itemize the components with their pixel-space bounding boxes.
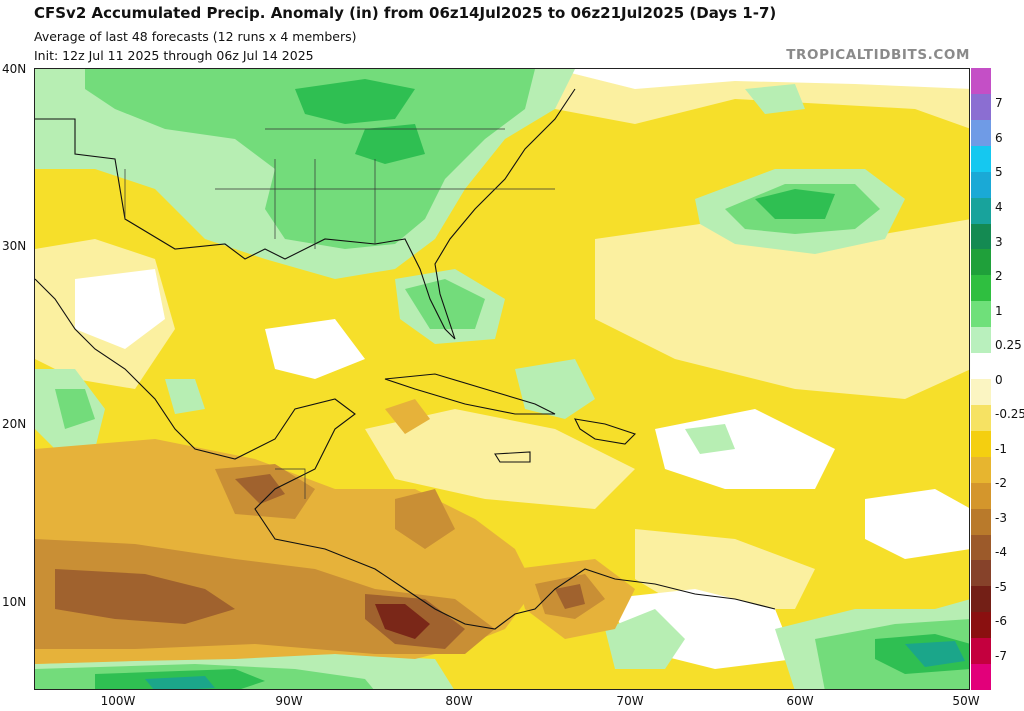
- lon-label-100w: 100W: [100, 694, 136, 708]
- colorbar-label: 4: [995, 200, 1003, 214]
- anomaly-extreme-dry: [375, 604, 430, 639]
- colorbar: [971, 68, 991, 691]
- map-title: CFSv2 Accumulated Precip. Anomaly (in) f…: [34, 4, 777, 22]
- colorbar-segment: [971, 145, 991, 173]
- colorbar-label: -1: [995, 442, 1007, 456]
- colorbar-label: 7: [995, 96, 1003, 110]
- colorbar-label: -2: [995, 476, 1007, 490]
- colorbar-label: 3: [995, 235, 1003, 249]
- brand-watermark: TROPICALTIDBITS.COM: [786, 47, 970, 63]
- colorbar-label: -7: [995, 649, 1007, 663]
- colorbar-segment: [971, 560, 991, 587]
- lat-label-40n: 40N: [2, 62, 27, 76]
- colorbar-label: 0.25: [995, 338, 1022, 352]
- colorbar-segment: [971, 68, 991, 95]
- lon-label-90w: 90W: [275, 694, 303, 708]
- colorbar-label: 5: [995, 165, 1003, 179]
- lat-label-10n: 10N: [2, 595, 27, 609]
- colorbar-segment: [971, 171, 991, 199]
- colorbar-label: -4: [995, 545, 1007, 559]
- colorbar-segment: [971, 197, 991, 224]
- colorbar-segment: [971, 223, 991, 250]
- colorbar-segment: [971, 456, 991, 484]
- lat-label-20n: 20N: [2, 417, 27, 431]
- anomaly-very-wet: [145, 641, 965, 689]
- precip-anomaly-map: [34, 68, 970, 690]
- colorbar-label: -5: [995, 580, 1007, 594]
- map-subtitle-init: Init: 12z Jul 11 2025 through 06z Jul 14…: [34, 48, 314, 63]
- colorbar-segment: [971, 327, 991, 354]
- colorbar-segment: [971, 586, 991, 613]
- colorbar-label: 2: [995, 269, 1003, 283]
- colorbar-label: 0: [995, 373, 1003, 387]
- colorbar-label: -6: [995, 614, 1007, 628]
- map-subtitle-members: Average of last 48 forecasts (12 runs x …: [34, 29, 357, 44]
- lon-label-50w: 50W: [952, 694, 980, 708]
- colorbar-segment: [971, 301, 991, 328]
- colorbar-segment: [971, 275, 991, 302]
- state-borders: [124, 128, 555, 499]
- colorbar-segment: [971, 508, 991, 535]
- colorbar-segment: [971, 638, 991, 665]
- colorbar-segment: [971, 612, 991, 639]
- colorbar-segment: [971, 249, 991, 276]
- colorbar-label: 6: [995, 131, 1003, 145]
- lon-label-60w: 60W: [786, 694, 814, 708]
- colorbar-segment: [971, 430, 991, 458]
- colorbar-segment: [971, 379, 991, 406]
- lon-label-80w: 80W: [445, 694, 473, 708]
- lon-label-70w: 70W: [616, 694, 644, 708]
- colorbar-segment: [971, 353, 991, 380]
- colorbar-segment: [971, 482, 991, 510]
- colorbar-label: -0.25: [995, 407, 1024, 421]
- colorbar-segment: [971, 664, 991, 691]
- colorbar-segment: [971, 404, 991, 432]
- colorbar-segment: [971, 534, 991, 561]
- colorbar-segment: [971, 93, 991, 121]
- colorbar-label: 1: [995, 304, 1003, 318]
- colorbar-segment: [971, 119, 991, 147]
- lat-label-30n: 30N: [2, 239, 27, 253]
- colorbar-label: -3: [995, 511, 1007, 525]
